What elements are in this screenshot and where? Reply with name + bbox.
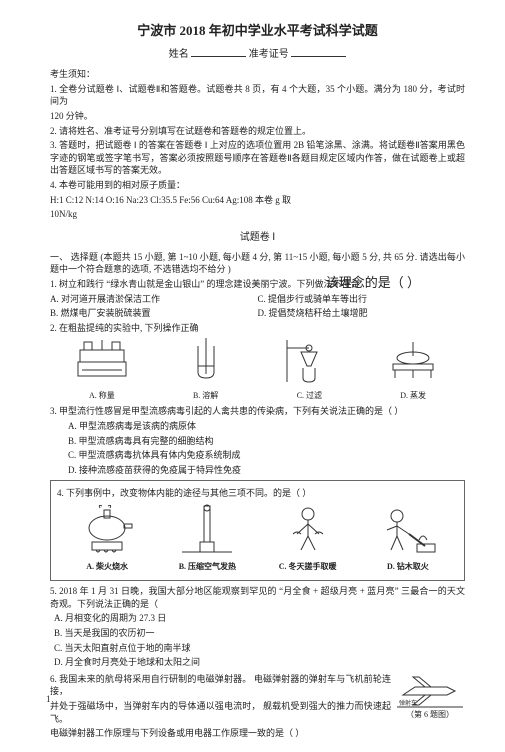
q4-figure-row: A. 柴火烧水 B. 压缩空气发热 (57, 504, 458, 572)
notice-1: 1. 全卷分试题卷 Ⅰ、试题卷Ⅱ和答题卷。试题卷共 8 页，有 4 个大题，35… (50, 83, 465, 108)
q4-label-b: B. 压缩空气发热 (167, 561, 247, 572)
q2-fig-b (171, 338, 241, 388)
q6-caption: （第 6 题图） (395, 709, 465, 720)
q1-optA: A. 对河道开展清淤保洁工作 (50, 293, 258, 306)
n1b: Ⅰ、试题卷Ⅱ和答题卷。试题卷共 (116, 84, 242, 94)
id-blank (291, 46, 346, 57)
notice-3: 3. 答题时，把试题卷 Ⅰ 的答案在答题卷 Ⅰ 上对应的选项位置用 2B 铅笔涂… (50, 139, 465, 177)
q3-stem: 3. 甲型流行性感冒是甲型流感病毒引起的人禽共患的传染病，下列有关说法正确的是（… (50, 405, 465, 418)
q4-label-c: C. 冬天搓手取暖 (268, 561, 348, 572)
q6-l3: 电磁弹射器工作原理与下列设备或用电器工作原理一致的是（ ） (50, 727, 465, 740)
p1d: 不选错选均不给分 ) (154, 264, 231, 274)
name-id-line: 姓名 准考证号 (50, 46, 465, 62)
n1a: 1. 全卷分试题卷 (50, 84, 114, 94)
q3-d: D. 接种流感疫苗获得的免疫属于特异性免疫 (50, 464, 465, 477)
q4-fig-d (368, 504, 448, 559)
notice-5: H:1 C:12 N:14 O:16 Na:23 Cl:35.5 Fe:56 C… (50, 194, 465, 207)
notice-2: 2. 请将姓名、准考证号分别填写在试题卷和答题卷的规定位置上。 (50, 125, 465, 138)
q4-stem: 4. 下列事例中，改变物体内能的途径与其他三项不同。的是（ ） (57, 487, 458, 500)
q2-label-c: C. 过滤 (274, 390, 344, 401)
q3-a: A. 甲型流感病毒是该病的病原体 (50, 420, 465, 433)
q1-optC: C. 提倡步行或骑单车等出行 (258, 293, 466, 306)
q5-optD: D. 月全食时月亮处于地球和太阳之间 (50, 656, 465, 669)
notice-6: 10N/kg (50, 208, 465, 221)
q2-label-b: B. 溶解 (171, 390, 241, 401)
q2-figure-row: A. 称量 B. 溶解 C. 过 (50, 338, 465, 401)
section-1-title: 试题卷 Ⅰ (50, 231, 465, 245)
q1-stem-text: 1. 树立和践行 “绿水青山就是金山银山” 的理念建设美丽宁波。下列做法不符合 (50, 279, 360, 289)
notice-1e: 120 分钟。 (50, 110, 465, 123)
q1-optD: D. 提倡焚烧秸秆给土壤增肥 (258, 307, 466, 320)
p1a: 一、 选择题 (本题共 15 小题, 第 1~10 小题, 每小题 (50, 252, 250, 262)
q5-optA: A. 月相变化的周期为 27.3 日 (50, 612, 465, 625)
n1c: 8 页，有 4 个大题，35 个小题。满分为 (245, 84, 401, 94)
q2-label-d: D. 蒸发 (378, 390, 448, 401)
q5-optB: B. 当天是我国的农历初一 (50, 627, 465, 640)
p1b: 4 分, 第 11~15 小题, 每小题 (252, 252, 359, 262)
q5-optC: C. 当天太阳直射点位于地的南半球 (50, 642, 465, 655)
q1-concept: 该理念的是（ ） (326, 274, 420, 292)
q2-stem: 2. 在粗盐提纯的实验中, 下列操作正确 (50, 322, 465, 335)
q4-label-a: A. 柴火烧水 (67, 561, 147, 572)
svg-text:弹射车: 弹射车 (399, 699, 417, 707)
q2-label-a: A. 称量 (67, 390, 137, 401)
q4-fig-c (268, 504, 348, 559)
part1-intro: 一、 选择题 (本题共 15 小题, 第 1~10 小题, 每小题 4 分, 第… (50, 251, 465, 276)
q3-c: C. 甲型流感病毒抗体具有体内免疫系统制成 (50, 449, 465, 462)
q3-b: B. 甲型流感病毒具有完整的细胞结构 (50, 435, 465, 448)
q4-fig-b (167, 504, 247, 559)
notice-4: 4. 本卷可能用到的相对原子质量： (50, 179, 465, 192)
q4-frame: 4. 下列事例中，改变物体内能的途径与其他三项不同。的是（ ） A. 柴火烧水 (50, 480, 465, 581)
q2-fig-c (274, 338, 344, 388)
name-blank (191, 46, 246, 57)
notice-head: 考生须知： (50, 68, 465, 81)
q4-label-d: D. 钻木取火 (368, 561, 448, 572)
name-label: 姓名 (169, 49, 189, 60)
exam-title: 宁波市 2018 年初中学业水平考试科学试题 (50, 22, 465, 40)
q2-fig-d (378, 338, 448, 388)
q6-figure: 弹射车 （第 6 题图） (395, 671, 465, 721)
page-number: 1 (46, 693, 51, 706)
q1-optB1: B. 燃煤电厂安装脱硫装置 (50, 307, 258, 320)
q4-fig-a (67, 504, 147, 559)
q2-fig-a (67, 338, 137, 388)
id-label: 准考证号 (249, 49, 289, 60)
q5a: 5. 2018 年 1 月 31 日晚，我国大部分地区能观察到罕见的 “月全食 (50, 586, 311, 596)
q5-stem: 5. 2018 年 1 月 31 日晚，我国大部分地区能观察到罕见的 “月全食 … (50, 585, 465, 610)
